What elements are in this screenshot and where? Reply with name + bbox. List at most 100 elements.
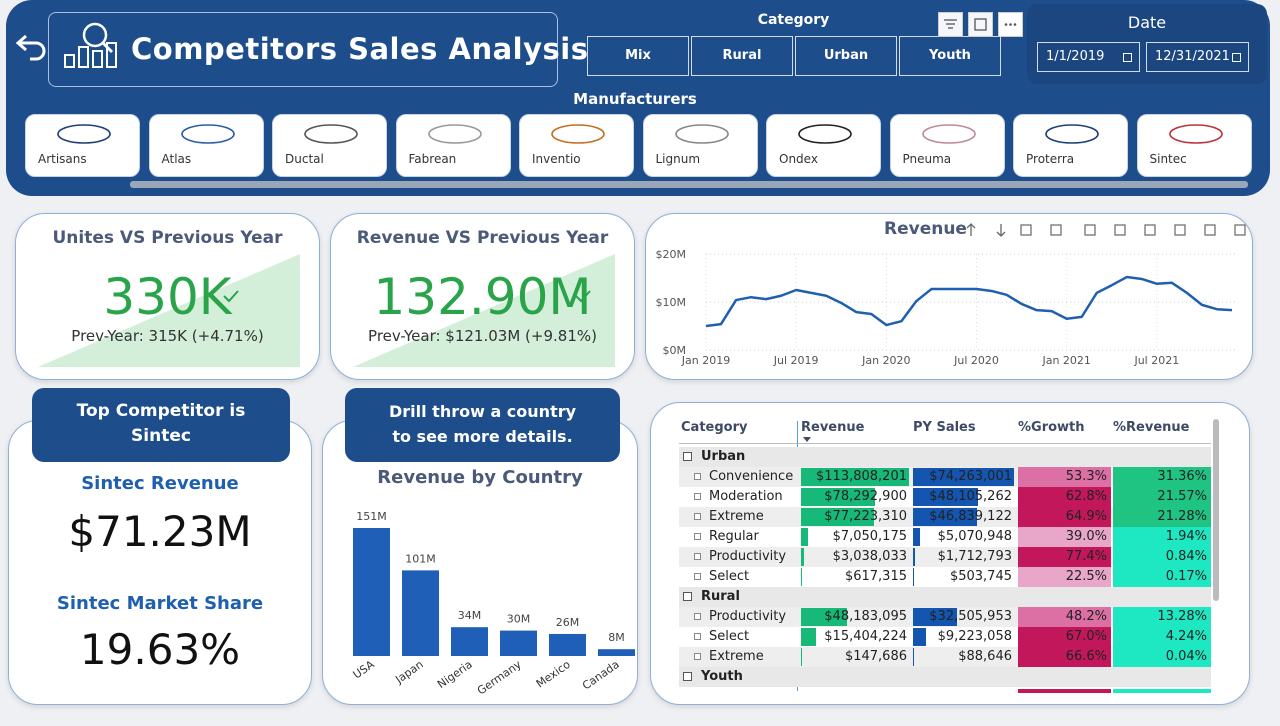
collapse-icon[interactable] [683,592,692,601]
expand-icon[interactable] [694,473,701,480]
group-name: Urban [701,449,746,464]
expand-icon[interactable] [694,533,701,540]
cell-value: $3,038,033 [832,549,907,564]
data-bar [913,608,958,626]
category-button[interactable]: Urban [795,36,897,76]
x-tick-label: Germany [475,658,524,698]
expand-icon[interactable] [694,613,701,620]
toolbar-icon[interactable] [998,12,1023,37]
manufacturer-card[interactable]: Artisans [25,114,140,177]
cell-value: 0.84% [1165,549,1207,564]
kpi-value: 132.90M [373,268,592,326]
data-bar [801,548,804,566]
category-button[interactable]: Rural [691,36,793,76]
sort-glyph [803,437,811,442]
bar-value-label: 30M [507,613,531,626]
line-chart: $0M $10M $20M Jan 2019 Jul 2019 Jan 2020 Jul 2… [656,248,1238,367]
expand-icon[interactable] [694,513,701,520]
bar-value-label: 8M [608,631,625,644]
group-name: Youth [701,669,743,684]
cell-value: 22.5% [1065,569,1107,584]
date-label: Date [1127,13,1167,32]
kpi-triangle [38,254,300,367]
manufacturer-card[interactable]: Fabrean [395,114,511,177]
matrix-card: Category Revenue PY Sales %Growth %Revenue Ur… [650,402,1250,705]
x-tick-label: USA [351,658,377,682]
sort-arrow [803,437,811,442]
share-cell [1113,507,1211,527]
cell-value: 4.24% [1165,629,1207,644]
cell-value: $113,808,201 [816,469,907,484]
country-card: Revenue by Country 151M USA 101M Japan 34M Nig… [322,420,638,705]
data-bar [913,508,977,526]
date-input[interactable]: 1/1/2019 [1037,42,1140,72]
revenue-line [705,275,1233,328]
bar [598,649,635,656]
expand-icon[interactable] [694,573,701,580]
logo-shape [1045,124,1099,144]
manufacturer-card[interactable]: Lignum [642,114,758,177]
column-header[interactable]: %Growth [1018,420,1085,435]
cell-value: $5,070,948 [937,529,1012,544]
manufacturer-name: Ondex [779,152,818,166]
manufacturer-logo [1045,124,1099,144]
cell-value: $48,183,095 [824,609,907,624]
header-line [679,443,1211,444]
icon-bar [106,42,117,68]
cell-value: $48,105,262 [929,489,1012,504]
bar-value-label: 34M [458,609,482,622]
icon-bar [64,54,75,68]
collapse-icon[interactable] [683,672,692,681]
glyph-dot [1004,23,1008,26]
y-tick-label: $10M [656,296,687,309]
cell-value: 21.57% [1157,489,1207,504]
expand-icon[interactable] [694,553,701,560]
bar-value-label: 26M [556,616,580,629]
manufacturer-card[interactable]: Atlas [148,114,264,177]
growth-cell [1018,607,1111,627]
competitor-revenue-label: Sintec Revenue [81,473,239,494]
cell-value: $88,646 [958,649,1012,664]
cell-value: 77.4% [1065,549,1107,564]
date-panel: Date 1/1/2019 12/31/2021 [1027,4,1267,84]
date-input[interactable]: 12/31/2021 [1146,42,1249,72]
scrollbar [130,181,1248,188]
x-tick-label: Jul 2021 [1133,354,1179,367]
row-category: Regular [709,529,759,544]
glyph-dot [1009,23,1012,26]
toolbar-icon[interactable] [938,12,963,37]
toolbar-icon[interactable] [968,12,993,37]
expand-icon[interactable] [694,653,701,660]
manufacturer-card[interactable]: Inventio [519,114,634,177]
manufacturer-name: Ductal [285,152,324,166]
manufacturer-card[interactable]: Sintec [1136,114,1252,177]
visual-toolbar [966,223,1246,237]
share-cell [1113,527,1211,547]
row-category: Convenience [709,469,794,484]
row-category: Extreme [709,649,764,664]
kpi-title: Revenue VS Previous Year [356,228,609,248]
kpi-prev: Prev-Year: 315K (+4.71%) [71,327,264,345]
category-button[interactable]: Youth [899,36,1001,76]
kpi-triangle [353,254,615,367]
column-header[interactable]: PY Sales [913,420,976,435]
manufacturer-card[interactable]: Ductal [272,114,387,177]
category-button[interactable]: Mix [587,36,689,76]
column-header[interactable]: Category [681,420,748,435]
expand-icon[interactable] [694,633,701,640]
collapse-icon[interactable] [683,452,692,461]
x-tick-label: Jul 2020 [953,354,999,367]
column-header[interactable]: Revenue [801,420,865,435]
bar [500,630,537,656]
logo-shape [674,124,729,144]
manufacturer-card[interactable]: Proterra [1013,114,1128,177]
manufacturer-card[interactable]: Ondex [766,114,881,177]
x-tick-label: Jan 2020 [861,354,910,367]
column-header[interactable]: %Revenue [1113,420,1190,435]
manufacturer-card[interactable]: Pneuma [889,114,1005,177]
data-bar [913,548,916,566]
expand-icon[interactable] [694,493,701,500]
row-category: Productivity [709,549,787,564]
share-cell [1113,627,1211,647]
check-mark [223,290,239,303]
